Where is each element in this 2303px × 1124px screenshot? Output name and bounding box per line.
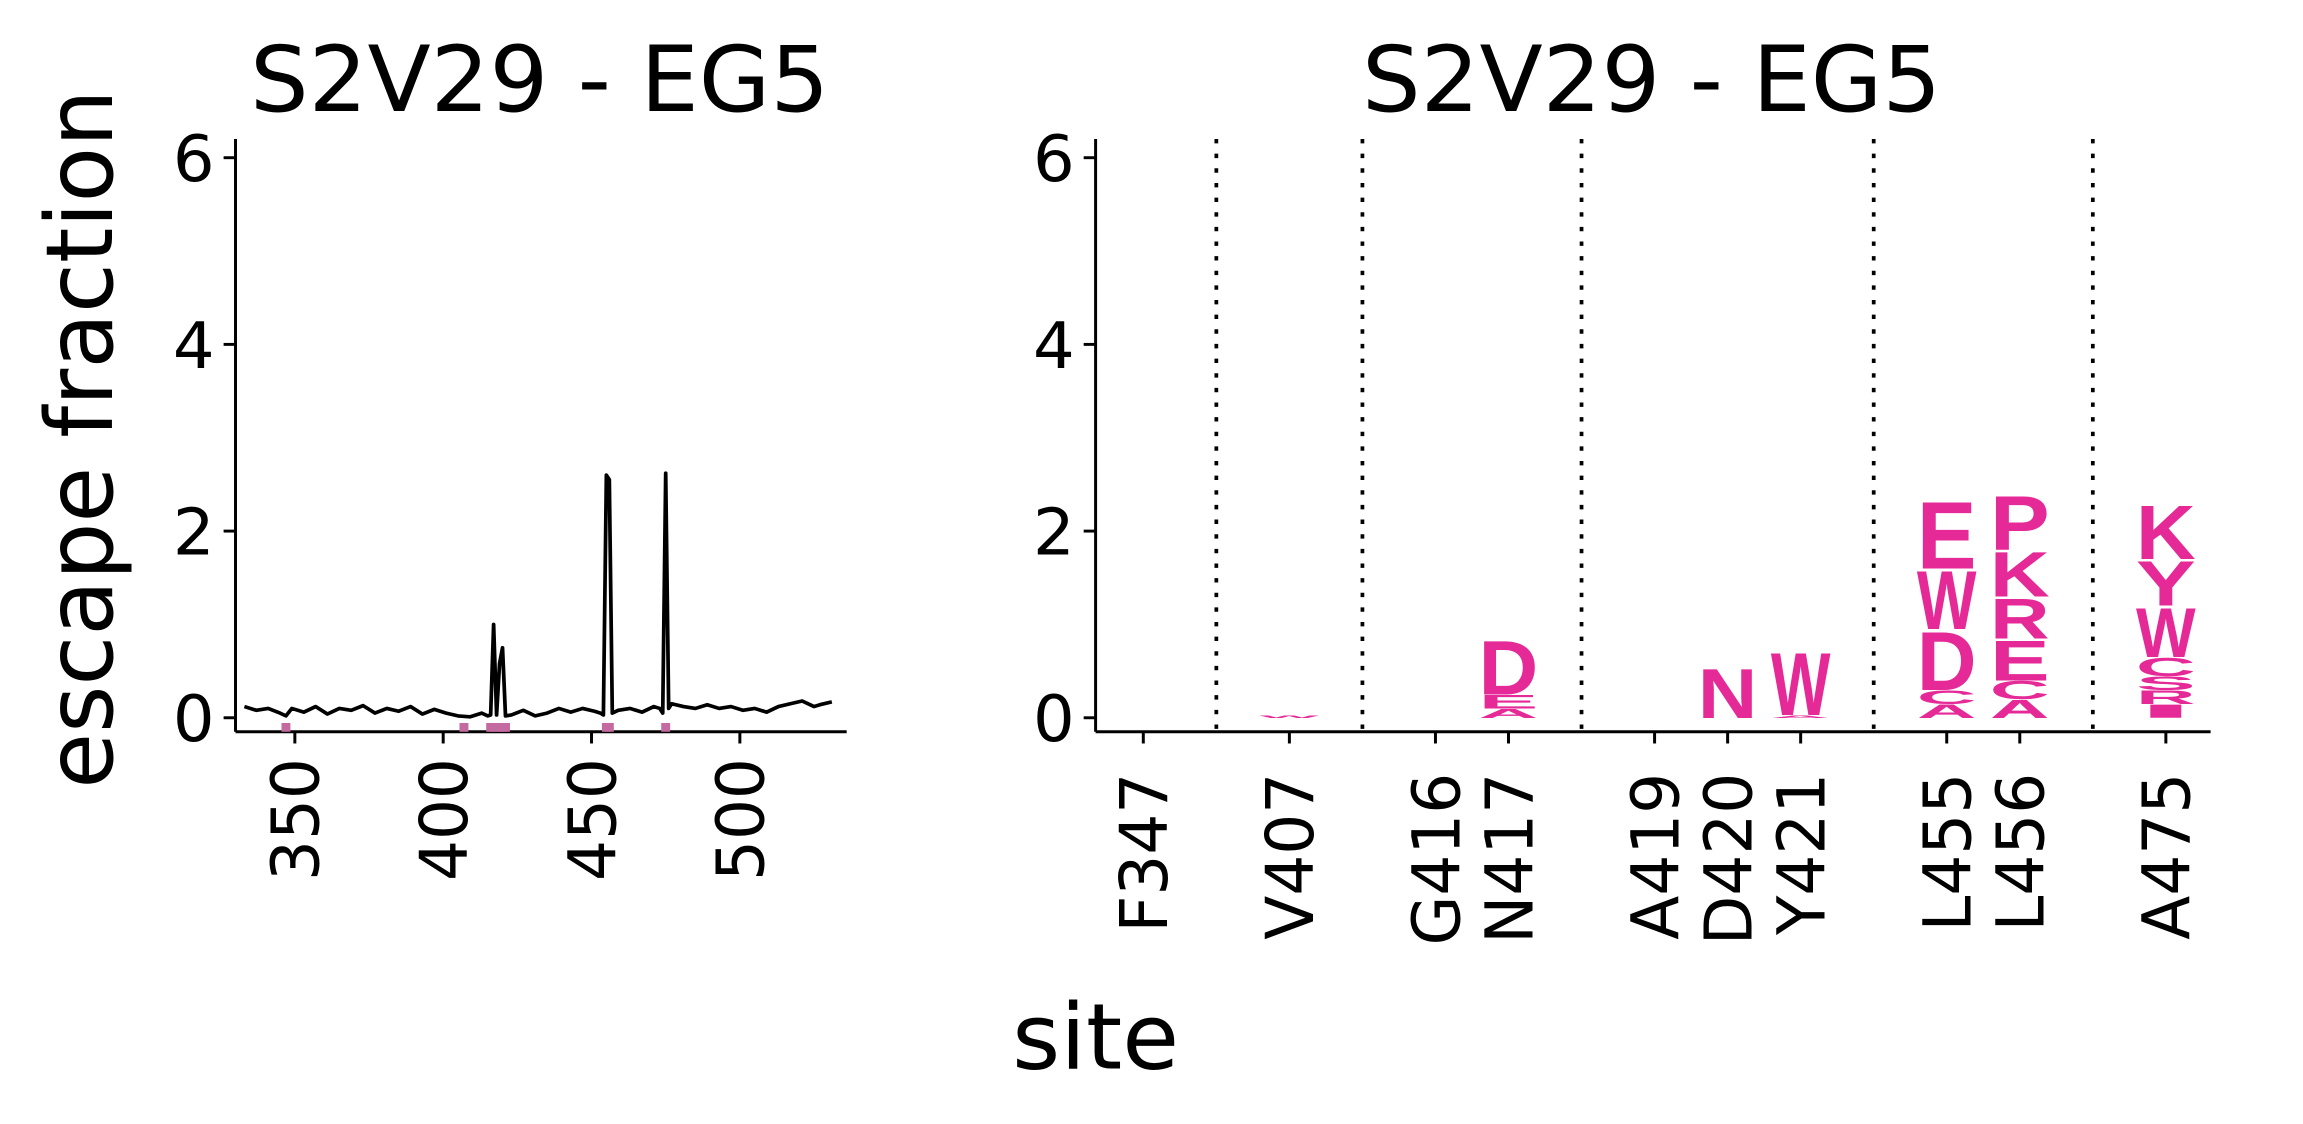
logo-letter: C: [1990, 677, 2050, 705]
escape-line: [243, 471, 833, 719]
y-tick-label: 6: [173, 123, 215, 197]
logo-letter: P: [1990, 481, 2050, 566]
y-tick-label: 4: [1033, 309, 1075, 383]
logo-letter: W: [1771, 635, 1831, 735]
x-tick-label: N417: [1473, 773, 1549, 944]
x-tick-label: 450: [556, 758, 632, 881]
logo-letter: N: [1698, 655, 1758, 733]
highlight-site: [459, 722, 469, 732]
x-tick-label: L455: [1911, 773, 1987, 932]
chart-title: S2V29 - EG5: [250, 27, 829, 133]
logo-letter: R: [2136, 687, 2196, 709]
logo-letter: C: [1917, 687, 1977, 709]
highlight-site: [604, 722, 614, 732]
highlight-site: [489, 722, 499, 732]
x-tick-label: 500: [704, 758, 780, 881]
y-axis-label: escape fraction: [26, 89, 134, 788]
logo-letter: W: [1260, 714, 1325, 719]
logo-letter: W: [1917, 554, 1977, 647]
x-tick-label: A475: [2130, 773, 2206, 940]
x-tick-label: Y421: [1765, 773, 1841, 936]
logo-letter: E: [1917, 481, 1977, 589]
x-tick-label: D420: [1692, 773, 1768, 945]
logo-letter: Y: [2136, 548, 2196, 619]
logo-letter: S: [2136, 673, 2196, 695]
logo-letter: R: [1990, 587, 2050, 651]
logo-letter: W: [2136, 595, 2196, 673]
logo-letter: E: [1479, 692, 1539, 714]
y-tick-label: 0: [173, 683, 215, 757]
logo-letter: D: [1479, 626, 1539, 711]
x-tick-label: L456: [1984, 773, 2060, 932]
y-tick-label: 4: [173, 309, 215, 383]
highlight-site: [501, 722, 510, 732]
x-tick-label: G416: [1400, 773, 1476, 946]
logo-letter: K: [2136, 491, 2196, 576]
logo-letter: A: [1479, 706, 1539, 721]
y-tick-label: 2: [173, 496, 215, 570]
logo-letter: I: [2136, 701, 2196, 723]
logo-letter: D: [1917, 614, 1977, 707]
logo-letter: K: [1990, 539, 2050, 610]
logo-letter: A: [1771, 714, 1835, 719]
x-tick-label: A419: [1619, 773, 1695, 940]
x-tick-label: 350: [259, 758, 335, 881]
logo-letter: E: [1990, 629, 2050, 693]
y-tick-label: 2: [1033, 496, 1075, 570]
x-tick-label: 400: [408, 758, 484, 881]
highlight-site: [281, 722, 291, 732]
chart-title: S2V29 - EG5: [1362, 27, 1941, 133]
highlight-site: [661, 722, 671, 732]
logo-letter: C: [2136, 654, 2196, 682]
y-tick-label: 0: [1033, 683, 1075, 757]
y-tick-label: 6: [1033, 123, 1075, 197]
logo-letter: A: [1990, 696, 2050, 724]
logo-letter: A: [1917, 701, 1977, 723]
x-tick-label: F347: [1108, 773, 1184, 933]
x-axis-label: site: [1012, 984, 1179, 1090]
x-tick-label: V407: [1254, 773, 1330, 940]
